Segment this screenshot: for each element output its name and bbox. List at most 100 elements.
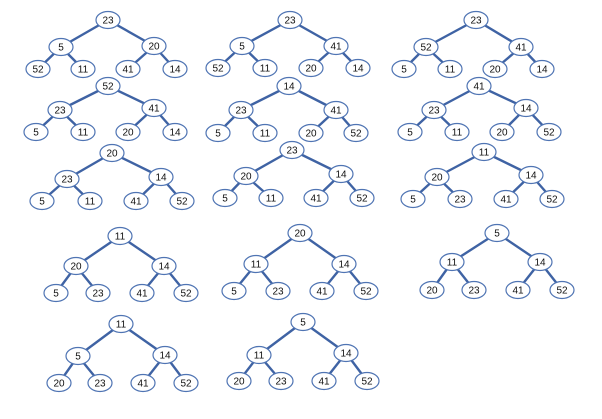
tree-node: 52 xyxy=(25,59,51,79)
tree-node: 20 xyxy=(99,143,125,163)
node-value: 23 xyxy=(284,16,296,27)
tree-node: 23 xyxy=(47,100,73,120)
tree-node: 23 xyxy=(463,10,489,30)
node-value: 14 xyxy=(169,65,181,76)
tree-node: 11 xyxy=(439,252,465,272)
node-circle xyxy=(70,122,96,142)
node-circle xyxy=(29,191,55,211)
tree-node: 5 xyxy=(212,188,238,208)
node-circle xyxy=(48,37,74,57)
node-circle xyxy=(463,10,489,30)
tree-node: 52 xyxy=(349,188,375,208)
node-circle xyxy=(169,191,195,211)
node-circle xyxy=(508,37,534,57)
node-circle xyxy=(279,140,305,160)
tree-node: 23 xyxy=(54,169,80,189)
node-value: 5 xyxy=(231,287,237,298)
tree-node: 23 xyxy=(268,371,294,391)
tree-node: 5 xyxy=(43,283,69,303)
heap-tree: 23 5 20 52 11 41 14 xyxy=(25,10,188,79)
node-value: 5 xyxy=(222,194,228,205)
node-circle xyxy=(303,188,329,208)
node-value: 23 xyxy=(235,106,247,117)
node-circle xyxy=(85,283,111,303)
tree-node: 5 xyxy=(290,312,316,332)
node-value: 20 xyxy=(305,64,317,75)
tree-node: 5 xyxy=(65,346,91,366)
tree-node: 52 xyxy=(539,189,565,209)
node-value: 5 xyxy=(494,229,500,240)
tree-node: 23 xyxy=(447,189,473,209)
tree-node: 14 xyxy=(518,165,544,185)
node-value: 52 xyxy=(356,194,368,205)
tree-node: 14 xyxy=(148,167,174,187)
node-value: 41 xyxy=(130,197,142,208)
node-circle xyxy=(108,314,134,334)
tree-node: 23 xyxy=(421,100,447,120)
tree-node: 5 xyxy=(400,189,426,209)
node-circle xyxy=(141,36,167,56)
tree-node: 20 xyxy=(298,58,324,78)
node-value: 5 xyxy=(53,289,59,300)
node-value: 23 xyxy=(286,146,298,157)
node-value: 11 xyxy=(445,65,456,76)
heap-tree: 5 11 14 20 23 41 52 xyxy=(419,223,575,300)
node-circle xyxy=(437,59,463,79)
tree-node: 5 xyxy=(484,223,510,243)
tree-node: 23 xyxy=(277,10,303,30)
node-circle xyxy=(129,283,155,303)
tree-node: 41 xyxy=(123,191,149,211)
node-value: 23 xyxy=(94,379,106,390)
tree-node: 52 xyxy=(343,123,369,143)
tree-node: 5 xyxy=(205,123,231,143)
node-circle xyxy=(333,343,359,363)
heap-tree: 52 23 41 5 11 20 14 xyxy=(23,76,188,142)
tree-node: 11 xyxy=(437,59,463,79)
node-value: 11 xyxy=(266,194,277,205)
node-value: 5 xyxy=(58,43,64,54)
node-value: 52 xyxy=(546,195,558,206)
node-circle xyxy=(311,371,337,391)
node-value: 41 xyxy=(500,195,512,206)
node-value: 52 xyxy=(360,287,372,298)
tree-node: 23 xyxy=(85,283,111,303)
node-circle xyxy=(484,223,510,243)
node-value: 5 xyxy=(407,128,413,139)
node-value: 11 xyxy=(452,128,463,139)
tree-node: 14 xyxy=(276,76,302,96)
tree-node: 14 xyxy=(328,164,354,184)
tree-node: 14 xyxy=(152,345,178,365)
node-circle xyxy=(277,10,303,30)
tree-node: 20 xyxy=(226,371,252,391)
node-value: 5 xyxy=(75,352,81,363)
tree-node: 11 xyxy=(252,58,278,78)
node-value: 20 xyxy=(305,129,317,140)
node-value: 14 xyxy=(520,104,532,115)
node-value: 52 xyxy=(350,129,362,140)
node-circle xyxy=(397,122,423,142)
node-value: 5 xyxy=(401,65,407,76)
node-value: 11 xyxy=(115,232,126,243)
node-circle xyxy=(252,58,278,78)
tree-node: 11 xyxy=(471,142,497,162)
node-value: 20 xyxy=(431,173,443,184)
tree-node: 20 xyxy=(46,373,72,393)
node-circle xyxy=(228,100,254,120)
node-value: 11 xyxy=(78,65,89,76)
tree-node: 20 xyxy=(115,122,141,142)
node-circle xyxy=(466,76,492,96)
node-circle xyxy=(265,281,291,301)
node-circle xyxy=(162,122,188,142)
tree-node: 41 xyxy=(508,37,534,57)
heap-tree: 5 11 14 20 23 41 52 xyxy=(226,312,380,391)
tree-node: 41 xyxy=(323,36,349,56)
node-circle xyxy=(107,226,133,246)
node-value: 52 xyxy=(32,65,44,76)
node-value: 41 xyxy=(318,377,330,388)
heap-tree: 11 20 14 5 23 41 52 xyxy=(43,226,199,303)
node-value: 52 xyxy=(420,43,432,54)
node-circle xyxy=(323,100,349,120)
node-value: 52 xyxy=(556,286,568,297)
node-circle xyxy=(444,122,470,142)
node-value: 52 xyxy=(212,64,224,75)
